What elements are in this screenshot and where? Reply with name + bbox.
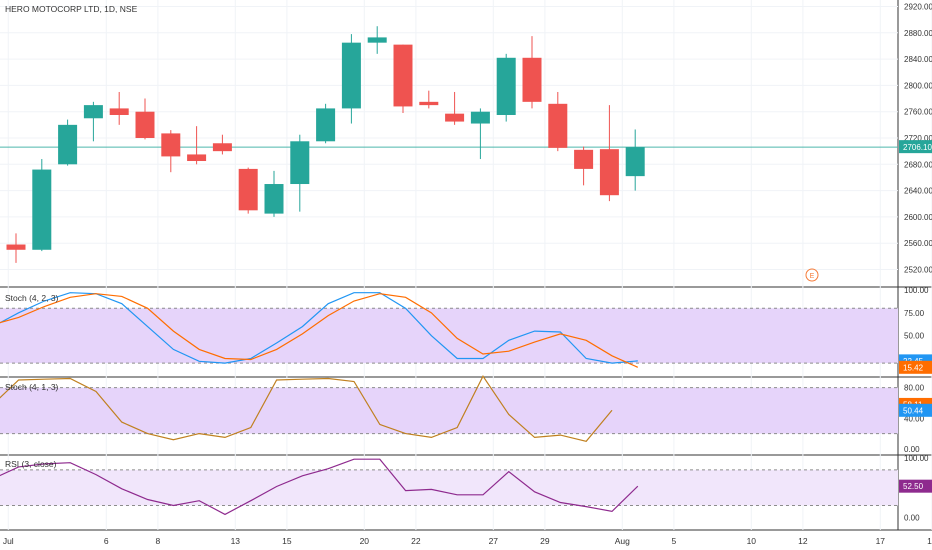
- candle-up[interactable]: [341, 42, 361, 109]
- stoch1-d-value: 15.42: [903, 363, 924, 372]
- candle-down[interactable]: [135, 111, 155, 138]
- candle-up[interactable]: [316, 108, 336, 142]
- stoch1-axis-label[interactable]: 100.00: [904, 286, 929, 295]
- grid-lines: [0, 0, 932, 530]
- stoch1-axis-label[interactable]: 50.00: [904, 332, 925, 341]
- stoch1-axis-label[interactable]: 75.00: [904, 309, 925, 318]
- time-axis-label[interactable]: 12: [798, 536, 808, 546]
- price-axis-label[interactable]: 2720.00: [904, 134, 932, 143]
- price-axis-label[interactable]: 2520.00: [904, 266, 932, 275]
- time-axis-label[interactable]: 27: [489, 536, 499, 546]
- candle-down[interactable]: [212, 143, 232, 152]
- time-axis-label[interactable]: 15: [282, 536, 292, 546]
- price-axes[interactable]: 2520.00 2560.00 2600.00 2640.00 2680.00 2720.…: [899, 3, 932, 523]
- rsi-value: 52.50: [903, 482, 924, 491]
- candle-down[interactable]: [6, 244, 26, 250]
- time-axis-label[interactable]: 5: [672, 536, 677, 546]
- candle-up[interactable]: [367, 37, 387, 43]
- stoch2-band: [0, 387, 898, 434]
- rsi-band: [0, 469, 898, 506]
- candle-up[interactable]: [32, 169, 52, 250]
- stoch2-axis-label[interactable]: 40.00: [904, 414, 925, 423]
- price-axis-label[interactable]: 2760.00: [904, 108, 932, 117]
- price-axis-label[interactable]: 2800.00: [904, 81, 932, 90]
- time-axis-label[interactable]: 29: [540, 536, 550, 546]
- candle-up[interactable]: [625, 147, 645, 177]
- indicator-bands: [0, 307, 898, 506]
- rsi-axis-label[interactable]: 100.00: [904, 454, 929, 463]
- candle-down[interactable]: [161, 133, 181, 157]
- rsi-line[interactable]: [0, 458, 639, 516]
- price-axis-label[interactable]: 2560.00: [904, 239, 932, 248]
- candle-down[interactable]: [548, 103, 568, 148]
- stoch2-k-value: 50.44: [903, 406, 924, 415]
- candle-down[interactable]: [574, 149, 594, 169]
- stoch1-title[interactable]: Stoch (4, 2, 3): [5, 293, 59, 303]
- stoch2-axis-label[interactable]: 80.00: [904, 384, 925, 393]
- time-axis-label[interactable]: 10: [747, 536, 757, 546]
- time-axis[interactable]: Jul 6 8 13 15 20 22 27 29 Aug 5 10 12 17 19: [3, 536, 932, 546]
- time-axis-label[interactable]: 19: [927, 536, 932, 546]
- price-axis-label[interactable]: 2840.00: [904, 55, 932, 64]
- indicator-lines[interactable]: [0, 292, 639, 516]
- earnings-marker-label: E: [810, 273, 815, 280]
- price-axis-label[interactable]: 2600.00: [904, 213, 932, 222]
- last-price-value: 2706.10: [903, 143, 932, 152]
- candle-up[interactable]: [470, 111, 490, 124]
- candle-up[interactable]: [264, 184, 284, 214]
- time-axis-label[interactable]: 20: [360, 536, 370, 546]
- price-axis-label[interactable]: 2920.00: [904, 3, 932, 12]
- stoch1-k-line[interactable]: [0, 292, 638, 364]
- stoch1-d-line[interactable]: [0, 293, 639, 368]
- symbol-title[interactable]: HERO MOTOCORP LTD, 1D, NSE: [5, 4, 138, 14]
- stoch1-band: [0, 308, 898, 364]
- candle-up[interactable]: [496, 57, 516, 115]
- stoch1-d-badge: [899, 360, 932, 374]
- stoch2-k-badge: [899, 403, 932, 417]
- candle-down[interactable]: [109, 108, 129, 115]
- last-price-badge: [899, 140, 932, 154]
- time-axis-label[interactable]: Aug: [615, 536, 630, 546]
- candle-up[interactable]: [290, 141, 310, 185]
- stoch2-axis-label[interactable]: 0.00: [904, 445, 920, 454]
- time-axis-label[interactable]: 17: [876, 536, 886, 546]
- stoch2-k-line[interactable]: [0, 375, 613, 442]
- time-axis-label[interactable]: 22: [411, 536, 421, 546]
- candle-down[interactable]: [522, 57, 542, 102]
- time-axis-label[interactable]: Jul: [3, 536, 14, 546]
- price-axis-label[interactable]: 2680.00: [904, 160, 932, 169]
- candle-down[interactable]: [445, 113, 465, 122]
- price-axis-label[interactable]: 2880.00: [904, 29, 932, 38]
- rsi-title[interactable]: RSI (3, close): [5, 459, 57, 469]
- time-axis-label[interactable]: 8: [156, 536, 161, 546]
- earnings-marker-icon[interactable]: [805, 268, 819, 282]
- candle-up[interactable]: [58, 124, 78, 165]
- candle-down[interactable]: [419, 101, 439, 106]
- rsi-axis-label[interactable]: 0.00: [904, 513, 920, 522]
- candle-down[interactable]: [187, 154, 207, 162]
- rsi-badge: [899, 479, 932, 493]
- time-axis-label[interactable]: 6: [104, 536, 109, 546]
- candle-down[interactable]: [393, 44, 413, 107]
- candlestick-series[interactable]: [6, 26, 645, 263]
- price-axis-label[interactable]: 2640.00: [904, 187, 932, 196]
- candle-down[interactable]: [238, 168, 258, 211]
- candle-up[interactable]: [83, 105, 103, 119]
- time-axis-label[interactable]: 13: [231, 536, 241, 546]
- stoch2-title[interactable]: Stoch (4, 1, 3): [5, 382, 59, 392]
- candle-down[interactable]: [599, 149, 619, 196]
